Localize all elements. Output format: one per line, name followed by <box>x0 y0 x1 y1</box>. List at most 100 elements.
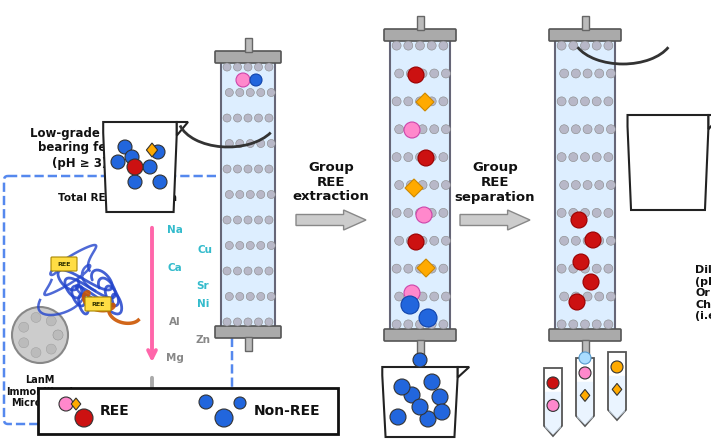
Bar <box>245 38 252 52</box>
FancyBboxPatch shape <box>215 326 281 338</box>
Circle shape <box>404 41 413 50</box>
FancyBboxPatch shape <box>555 39 615 331</box>
Circle shape <box>580 208 589 217</box>
FancyBboxPatch shape <box>51 257 77 271</box>
Circle shape <box>415 320 424 329</box>
Circle shape <box>580 97 589 106</box>
Circle shape <box>75 409 93 427</box>
Circle shape <box>225 88 233 96</box>
Circle shape <box>233 318 242 326</box>
Circle shape <box>267 293 275 301</box>
Bar <box>582 16 589 30</box>
Circle shape <box>223 318 231 326</box>
Text: Group
REE
separation: Group REE separation <box>455 160 535 203</box>
Circle shape <box>223 267 231 275</box>
Circle shape <box>569 294 585 310</box>
Circle shape <box>413 353 427 367</box>
Circle shape <box>267 88 275 96</box>
Circle shape <box>427 97 436 106</box>
Circle shape <box>580 320 589 329</box>
Circle shape <box>442 180 451 190</box>
Polygon shape <box>71 398 81 410</box>
Circle shape <box>12 307 68 363</box>
Circle shape <box>265 114 273 122</box>
Circle shape <box>143 160 157 174</box>
Polygon shape <box>545 392 561 435</box>
Circle shape <box>225 241 233 250</box>
Circle shape <box>244 267 252 275</box>
Circle shape <box>244 63 252 71</box>
Circle shape <box>257 140 264 148</box>
Bar <box>417 16 424 30</box>
Circle shape <box>408 234 424 250</box>
Circle shape <box>267 191 275 198</box>
Polygon shape <box>417 259 435 277</box>
Circle shape <box>573 254 589 270</box>
Circle shape <box>557 97 566 106</box>
Circle shape <box>547 377 559 389</box>
Circle shape <box>257 88 264 96</box>
Circle shape <box>595 69 604 78</box>
Circle shape <box>442 292 451 301</box>
Circle shape <box>583 236 592 245</box>
Circle shape <box>246 88 255 96</box>
Circle shape <box>395 292 404 301</box>
Circle shape <box>404 122 420 138</box>
Circle shape <box>223 216 231 224</box>
Circle shape <box>225 191 233 198</box>
Circle shape <box>429 292 439 301</box>
Text: Total REE Extraction: Total REE Extraction <box>58 193 178 203</box>
Circle shape <box>392 264 401 273</box>
Circle shape <box>572 292 580 301</box>
Circle shape <box>404 264 413 273</box>
Circle shape <box>246 293 255 301</box>
Circle shape <box>592 97 602 106</box>
Circle shape <box>560 236 569 245</box>
Circle shape <box>257 241 264 250</box>
Circle shape <box>265 318 273 326</box>
Text: REE: REE <box>91 301 105 306</box>
Circle shape <box>233 63 242 71</box>
Circle shape <box>557 208 566 217</box>
Circle shape <box>583 69 592 78</box>
Circle shape <box>31 312 41 323</box>
Circle shape <box>427 320 436 329</box>
Circle shape <box>592 264 602 273</box>
Circle shape <box>557 152 566 162</box>
Circle shape <box>225 140 233 148</box>
Circle shape <box>579 367 591 379</box>
Polygon shape <box>107 158 173 212</box>
Circle shape <box>418 236 427 245</box>
Circle shape <box>592 320 602 329</box>
Circle shape <box>246 191 255 198</box>
Circle shape <box>583 125 592 134</box>
Circle shape <box>595 236 604 245</box>
FancyBboxPatch shape <box>221 61 275 328</box>
Circle shape <box>569 97 578 106</box>
Text: Mg: Mg <box>166 353 184 363</box>
Circle shape <box>418 292 427 301</box>
Circle shape <box>557 41 566 50</box>
Circle shape <box>595 292 604 301</box>
Circle shape <box>18 338 28 348</box>
FancyBboxPatch shape <box>384 329 456 341</box>
Circle shape <box>569 320 578 329</box>
Text: Al: Al <box>169 317 181 327</box>
Circle shape <box>427 41 436 50</box>
Circle shape <box>233 267 242 275</box>
Circle shape <box>128 175 142 189</box>
Circle shape <box>427 208 436 217</box>
Circle shape <box>223 63 231 71</box>
Circle shape <box>407 236 415 245</box>
Circle shape <box>560 125 569 134</box>
Circle shape <box>255 165 262 173</box>
Circle shape <box>233 165 242 173</box>
Text: REE: REE <box>58 262 70 267</box>
Circle shape <box>415 152 424 162</box>
Circle shape <box>418 180 427 190</box>
Circle shape <box>595 125 604 134</box>
Circle shape <box>408 67 424 83</box>
Polygon shape <box>577 382 593 425</box>
Circle shape <box>571 212 587 228</box>
Circle shape <box>424 374 440 390</box>
